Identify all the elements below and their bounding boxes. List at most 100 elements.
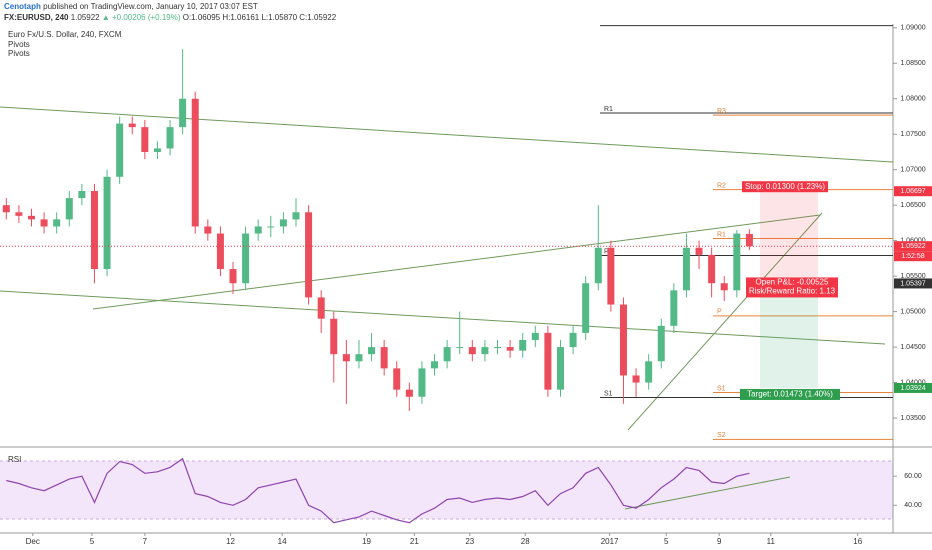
candle-body xyxy=(216,233,224,270)
x-tick-label: 12 xyxy=(226,537,235,546)
candle-body xyxy=(393,368,401,390)
candle-body xyxy=(468,347,476,355)
trendline xyxy=(627,212,823,431)
candle-body xyxy=(645,361,653,383)
y-tick-label: 1.09000 xyxy=(900,25,925,32)
target-text: Target: 0.01473 (1.40%) xyxy=(747,390,833,399)
candle-body xyxy=(90,190,98,270)
x-tick-label: 5 xyxy=(664,537,669,546)
candle-body xyxy=(141,127,149,152)
target-box xyxy=(740,388,840,400)
candle-body xyxy=(556,347,564,390)
y-tick-label: 1.04500 xyxy=(900,344,925,351)
legend-entry: Pivots xyxy=(8,49,30,58)
candle-body xyxy=(708,254,716,284)
x-tick-label: 2017 xyxy=(601,537,619,546)
symbol-line: FX:EURUSD, 240 1.05922 ▲ +0.00206 (+0.19… xyxy=(4,13,337,22)
candle-body xyxy=(65,198,73,220)
candle-body xyxy=(619,304,627,376)
candle-body xyxy=(242,233,250,284)
candle-body xyxy=(481,347,489,355)
candle-body xyxy=(40,219,48,227)
pivot-label: S1 xyxy=(604,390,613,397)
candle-body xyxy=(305,212,313,298)
candle-body xyxy=(128,123,136,128)
candle-body xyxy=(594,247,602,284)
ohlc: O:1.06095 H:1.06161 L:1.05870 C:1.05922 xyxy=(183,13,337,22)
stop-price-tag-label: 1.06697 xyxy=(900,188,925,195)
y-tick-label: 1.08500 xyxy=(900,60,925,67)
candle-body xyxy=(431,361,439,369)
candle-body xyxy=(355,354,363,362)
y-tick-label: 1.05500 xyxy=(900,273,925,280)
x-tick-label: 11 xyxy=(767,537,776,546)
trendline xyxy=(0,106,894,163)
pivot-label: S2 xyxy=(717,432,726,439)
candle-body xyxy=(607,247,615,305)
header-background xyxy=(0,0,932,24)
pivot-label: P xyxy=(717,309,722,316)
y-tick-label: 1.08000 xyxy=(900,96,925,103)
candle-body xyxy=(254,226,262,234)
candle-body xyxy=(229,269,237,284)
candle-body xyxy=(506,347,514,351)
y-tick-label: 1.06500 xyxy=(900,202,925,209)
pivot-label: R1 xyxy=(604,106,613,113)
last-price: 1.05922 xyxy=(71,13,100,22)
pivot-label: P xyxy=(604,248,609,255)
pivot-label: R1 xyxy=(717,231,726,238)
candle-body xyxy=(418,368,426,397)
candle-body xyxy=(2,205,10,213)
x-tick-label: 9 xyxy=(717,537,722,546)
candle-body xyxy=(531,332,539,340)
candle-body xyxy=(342,354,350,362)
candle-body xyxy=(191,98,199,227)
candle-body xyxy=(733,233,741,291)
candle-body xyxy=(657,325,665,362)
candle-body xyxy=(53,219,61,227)
candle-body xyxy=(405,389,413,397)
stop-box xyxy=(742,181,828,193)
candle-body xyxy=(153,148,161,152)
pivot-label: R2 xyxy=(717,182,726,189)
candle-body xyxy=(103,176,111,270)
candle-body xyxy=(582,283,590,333)
stop-price-tag xyxy=(894,186,932,197)
candle-body xyxy=(279,219,287,227)
candle-body xyxy=(330,318,338,355)
candle-body xyxy=(569,332,577,348)
stop-zone xyxy=(760,191,818,284)
header-line: Cenotaph published on TradingView.com, J… xyxy=(4,2,258,11)
candle-body xyxy=(166,127,174,149)
target-zone xyxy=(760,283,818,388)
y-tick-label: 40.00 xyxy=(904,502,922,509)
x-tick-label: 28 xyxy=(521,537,530,546)
symbol: FX:EURUSD, 240 xyxy=(4,13,69,22)
candle-body xyxy=(720,283,728,291)
y-tick-label: 1.06000 xyxy=(900,238,925,245)
last-price-tag-label: 1.05922 xyxy=(900,243,925,250)
candle-body xyxy=(179,98,187,128)
candle-body xyxy=(116,123,124,177)
rsi-line xyxy=(6,457,750,524)
stop-text: Stop: 0.01300 (1.23%) xyxy=(745,182,825,191)
legend-entry: Pivots xyxy=(8,40,30,49)
candle-body xyxy=(544,332,552,390)
candle-body xyxy=(443,347,451,362)
x-tick-label: 23 xyxy=(465,537,474,546)
rr-text: Risk/Reward Ratio: 1.13 xyxy=(749,287,836,296)
candle-body xyxy=(368,347,376,355)
pivot-label: R3 xyxy=(717,108,726,115)
countdown-tag xyxy=(894,251,932,262)
candle-body xyxy=(15,212,23,216)
author[interactable]: Cenotaph xyxy=(4,2,41,11)
legend-entry: Euro Fx/U.S. Dollar, 240, FXCM xyxy=(8,30,122,39)
trendline xyxy=(0,290,886,345)
countdown: 1:52:58 xyxy=(901,253,924,260)
trendline xyxy=(92,214,821,310)
candle-body xyxy=(695,247,703,255)
x-tick-label: Dec xyxy=(26,537,40,546)
candle-body xyxy=(78,190,86,199)
y-tick-label: 1.07000 xyxy=(900,167,925,174)
